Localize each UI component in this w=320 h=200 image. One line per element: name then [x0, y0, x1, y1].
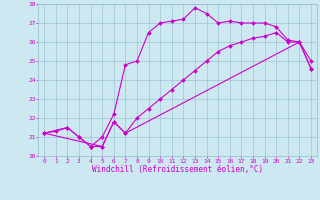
- X-axis label: Windchill (Refroidissement éolien,°C): Windchill (Refroidissement éolien,°C): [92, 165, 263, 174]
